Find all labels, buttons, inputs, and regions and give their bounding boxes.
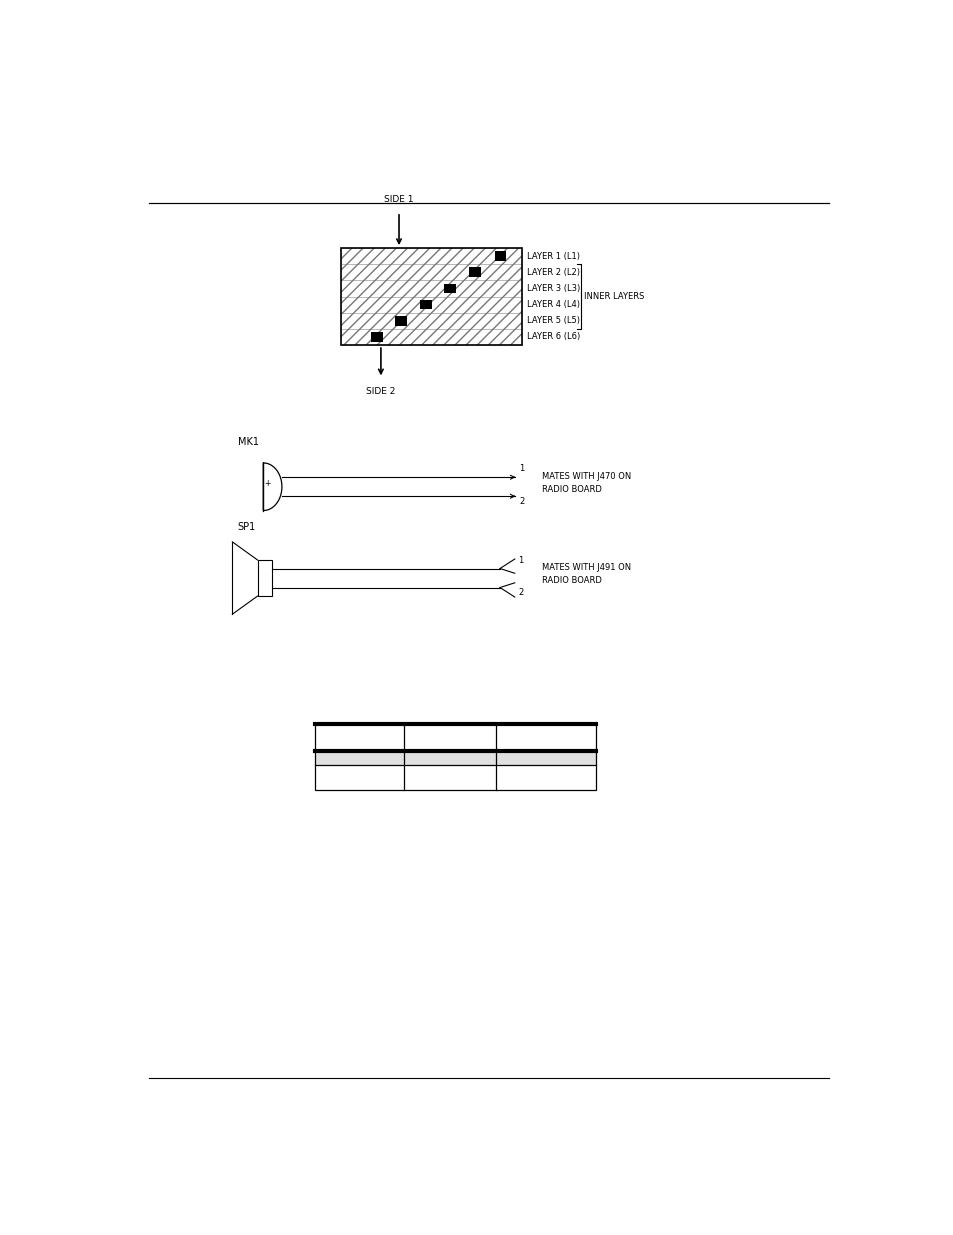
Text: LAYER 2 (L2): LAYER 2 (L2) xyxy=(527,268,579,277)
Bar xyxy=(341,264,521,280)
Text: 2: 2 xyxy=(518,498,524,506)
Bar xyxy=(494,251,506,261)
Text: LAYER 6 (L6): LAYER 6 (L6) xyxy=(527,332,580,341)
Bar xyxy=(420,300,432,310)
Bar xyxy=(395,316,406,326)
Text: LAYER 1 (L1): LAYER 1 (L1) xyxy=(527,252,579,261)
Text: SIDE 1: SIDE 1 xyxy=(384,195,414,204)
Text: LAYER 5 (L5): LAYER 5 (L5) xyxy=(527,316,579,325)
Bar xyxy=(341,280,521,296)
Text: 1: 1 xyxy=(518,556,523,564)
Bar xyxy=(314,751,596,764)
Bar xyxy=(341,312,521,329)
Text: 1: 1 xyxy=(518,464,524,473)
Bar xyxy=(341,329,521,345)
Text: MATES WITH J491 ON
RADIO BOARD: MATES WITH J491 ON RADIO BOARD xyxy=(541,563,631,585)
Text: LAYER 3 (L3): LAYER 3 (L3) xyxy=(527,284,580,293)
Text: LAYER 4 (L4): LAYER 4 (L4) xyxy=(527,300,579,309)
Text: SIDE 2: SIDE 2 xyxy=(366,387,395,396)
Bar xyxy=(257,559,272,597)
Text: MATES WITH J470 ON
RADIO BOARD: MATES WITH J470 ON RADIO BOARD xyxy=(541,472,631,494)
Bar xyxy=(341,329,521,345)
Bar xyxy=(341,248,521,264)
Text: +: + xyxy=(264,479,271,488)
Text: 2: 2 xyxy=(518,589,523,598)
Bar xyxy=(371,332,383,342)
Bar xyxy=(314,724,596,751)
Text: INNER LAYERS: INNER LAYERS xyxy=(583,291,643,301)
Bar xyxy=(314,764,596,790)
Bar xyxy=(341,296,521,312)
Text: MK1: MK1 xyxy=(237,437,258,447)
Bar xyxy=(341,280,521,296)
Text: SP1: SP1 xyxy=(237,522,255,532)
Bar xyxy=(341,264,521,280)
Bar xyxy=(314,724,596,790)
Bar xyxy=(469,268,480,277)
Bar xyxy=(341,248,521,345)
Bar xyxy=(341,312,521,329)
Bar xyxy=(341,296,521,312)
Bar xyxy=(443,284,456,294)
Bar xyxy=(341,248,521,264)
